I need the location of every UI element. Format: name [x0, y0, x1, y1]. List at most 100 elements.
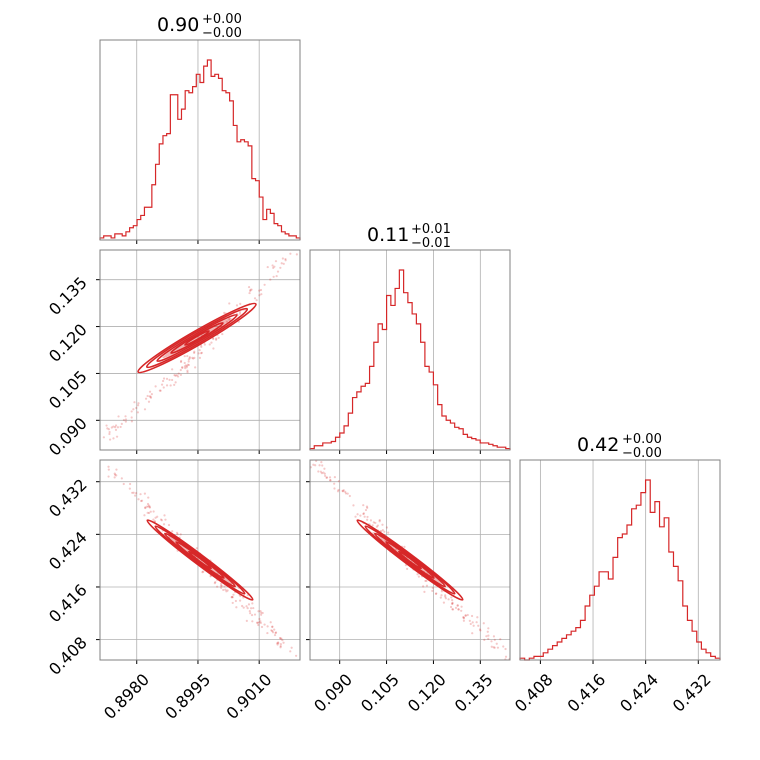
scatter-point — [406, 567, 409, 570]
density-core — [378, 535, 442, 585]
scatter-point — [137, 404, 140, 407]
scatter-point — [328, 476, 332, 479]
scatter-point — [471, 621, 474, 624]
scatter-point — [77, 459, 79, 461]
x-tick-label: 0.416 — [564, 670, 610, 716]
scatter-point — [68, 462, 70, 464]
scatter-point — [385, 526, 389, 529]
scatter-point — [312, 217, 314, 219]
scatter-point — [248, 610, 251, 613]
scatter-point — [282, 262, 285, 265]
scatter-point — [230, 595, 234, 599]
scatter-point — [273, 628, 276, 631]
scatter-point — [270, 629, 273, 632]
scatter-point — [249, 612, 252, 615]
scatter-point — [64, 464, 66, 466]
scatter-point — [238, 310, 242, 314]
scatter-point — [241, 604, 244, 608]
scatter-point — [249, 289, 252, 293]
scatter-point — [290, 243, 292, 245]
y-tick-label: 0.408 — [45, 633, 91, 679]
scatter-point — [478, 628, 482, 631]
scatter-point — [245, 619, 248, 622]
panel-frame — [519, 459, 721, 661]
panel-frame — [99, 39, 301, 241]
y-tick-label: 0.090 — [45, 414, 91, 460]
scatter-point — [147, 496, 150, 499]
scatter-point — [139, 493, 142, 496]
scatter-point — [487, 627, 490, 630]
scatter-point — [482, 622, 485, 625]
scatter-point — [148, 390, 152, 393]
scatter-point — [102, 436, 105, 439]
scatter-point — [136, 411, 139, 414]
scatter-point — [359, 514, 362, 517]
scatter-point — [291, 445, 293, 447]
scatter-point — [130, 410, 133, 413]
scatter-point — [234, 599, 237, 603]
scatter-point — [321, 464, 324, 467]
x-tick-label: 0.8995 — [161, 670, 214, 723]
scatter-point — [386, 747, 388, 749]
y-tick-label: 0.424 — [45, 528, 91, 574]
scatter-point — [228, 302, 231, 305]
scatter-point — [171, 368, 174, 371]
scatter-point — [263, 283, 266, 286]
scatter-point — [183, 355, 186, 358]
scatter-point — [451, 601, 454, 605]
scatter-point — [329, 479, 332, 482]
scatter-point — [362, 512, 365, 516]
y-tick-label: 0.432 — [45, 475, 91, 521]
scatter-point — [200, 351, 203, 354]
scatter-point — [282, 641, 285, 644]
scatter-point — [457, 608, 460, 611]
scatter-point — [119, 425, 122, 429]
scatter-point — [434, 592, 438, 595]
scatter-point — [140, 499, 144, 502]
scatter-point — [490, 645, 493, 648]
scatter-point — [253, 297, 257, 300]
scatter-point — [220, 582, 223, 585]
scatter-point — [112, 437, 115, 440]
title-param-1: 0.90 +0.00 −0.00 — [157, 12, 242, 41]
title-param-3-plus: +0.00 — [622, 432, 662, 447]
scatter-point — [194, 366, 197, 369]
scatter-point — [387, 531, 390, 534]
scatter-point — [342, 489, 345, 492]
scatter-point — [143, 408, 147, 411]
scatter-point — [315, 678, 317, 680]
scatter-point — [296, 446, 298, 448]
title-param-1-minus: −0.00 — [202, 26, 242, 41]
scatter-point — [130, 416, 133, 419]
scatter-point — [148, 506, 151, 509]
scatter-point — [279, 643, 282, 646]
panel-hist-param-2 — [309, 249, 511, 454]
scatter-point — [352, 504, 355, 507]
scatter-point — [193, 351, 196, 355]
scatter-point — [276, 643, 279, 646]
scatter-point — [305, 219, 307, 221]
scatter-point — [152, 518, 155, 521]
scatter-point — [472, 624, 475, 627]
scatter-point — [198, 348, 201, 352]
scatter-point — [255, 621, 259, 624]
scatter-point — [134, 492, 138, 495]
scatter-point — [479, 629, 482, 632]
scatter-point — [187, 363, 190, 367]
scatter-point — [226, 589, 229, 592]
scatter-point — [319, 213, 321, 215]
scatter-point — [258, 294, 261, 297]
density-contour — [170, 322, 224, 354]
density-core — [168, 535, 232, 585]
scatter-point — [272, 266, 275, 269]
scatter-point — [495, 642, 498, 645]
scatter-point — [362, 504, 365, 507]
scatter-point — [303, 237, 305, 239]
scatter-point — [115, 435, 119, 438]
scatter-point — [281, 638, 284, 642]
scatter-point — [219, 584, 223, 587]
scatter-point — [266, 417, 268, 419]
scatter-point — [486, 630, 489, 633]
scatter-point — [381, 528, 384, 532]
scatter-point — [324, 474, 327, 478]
